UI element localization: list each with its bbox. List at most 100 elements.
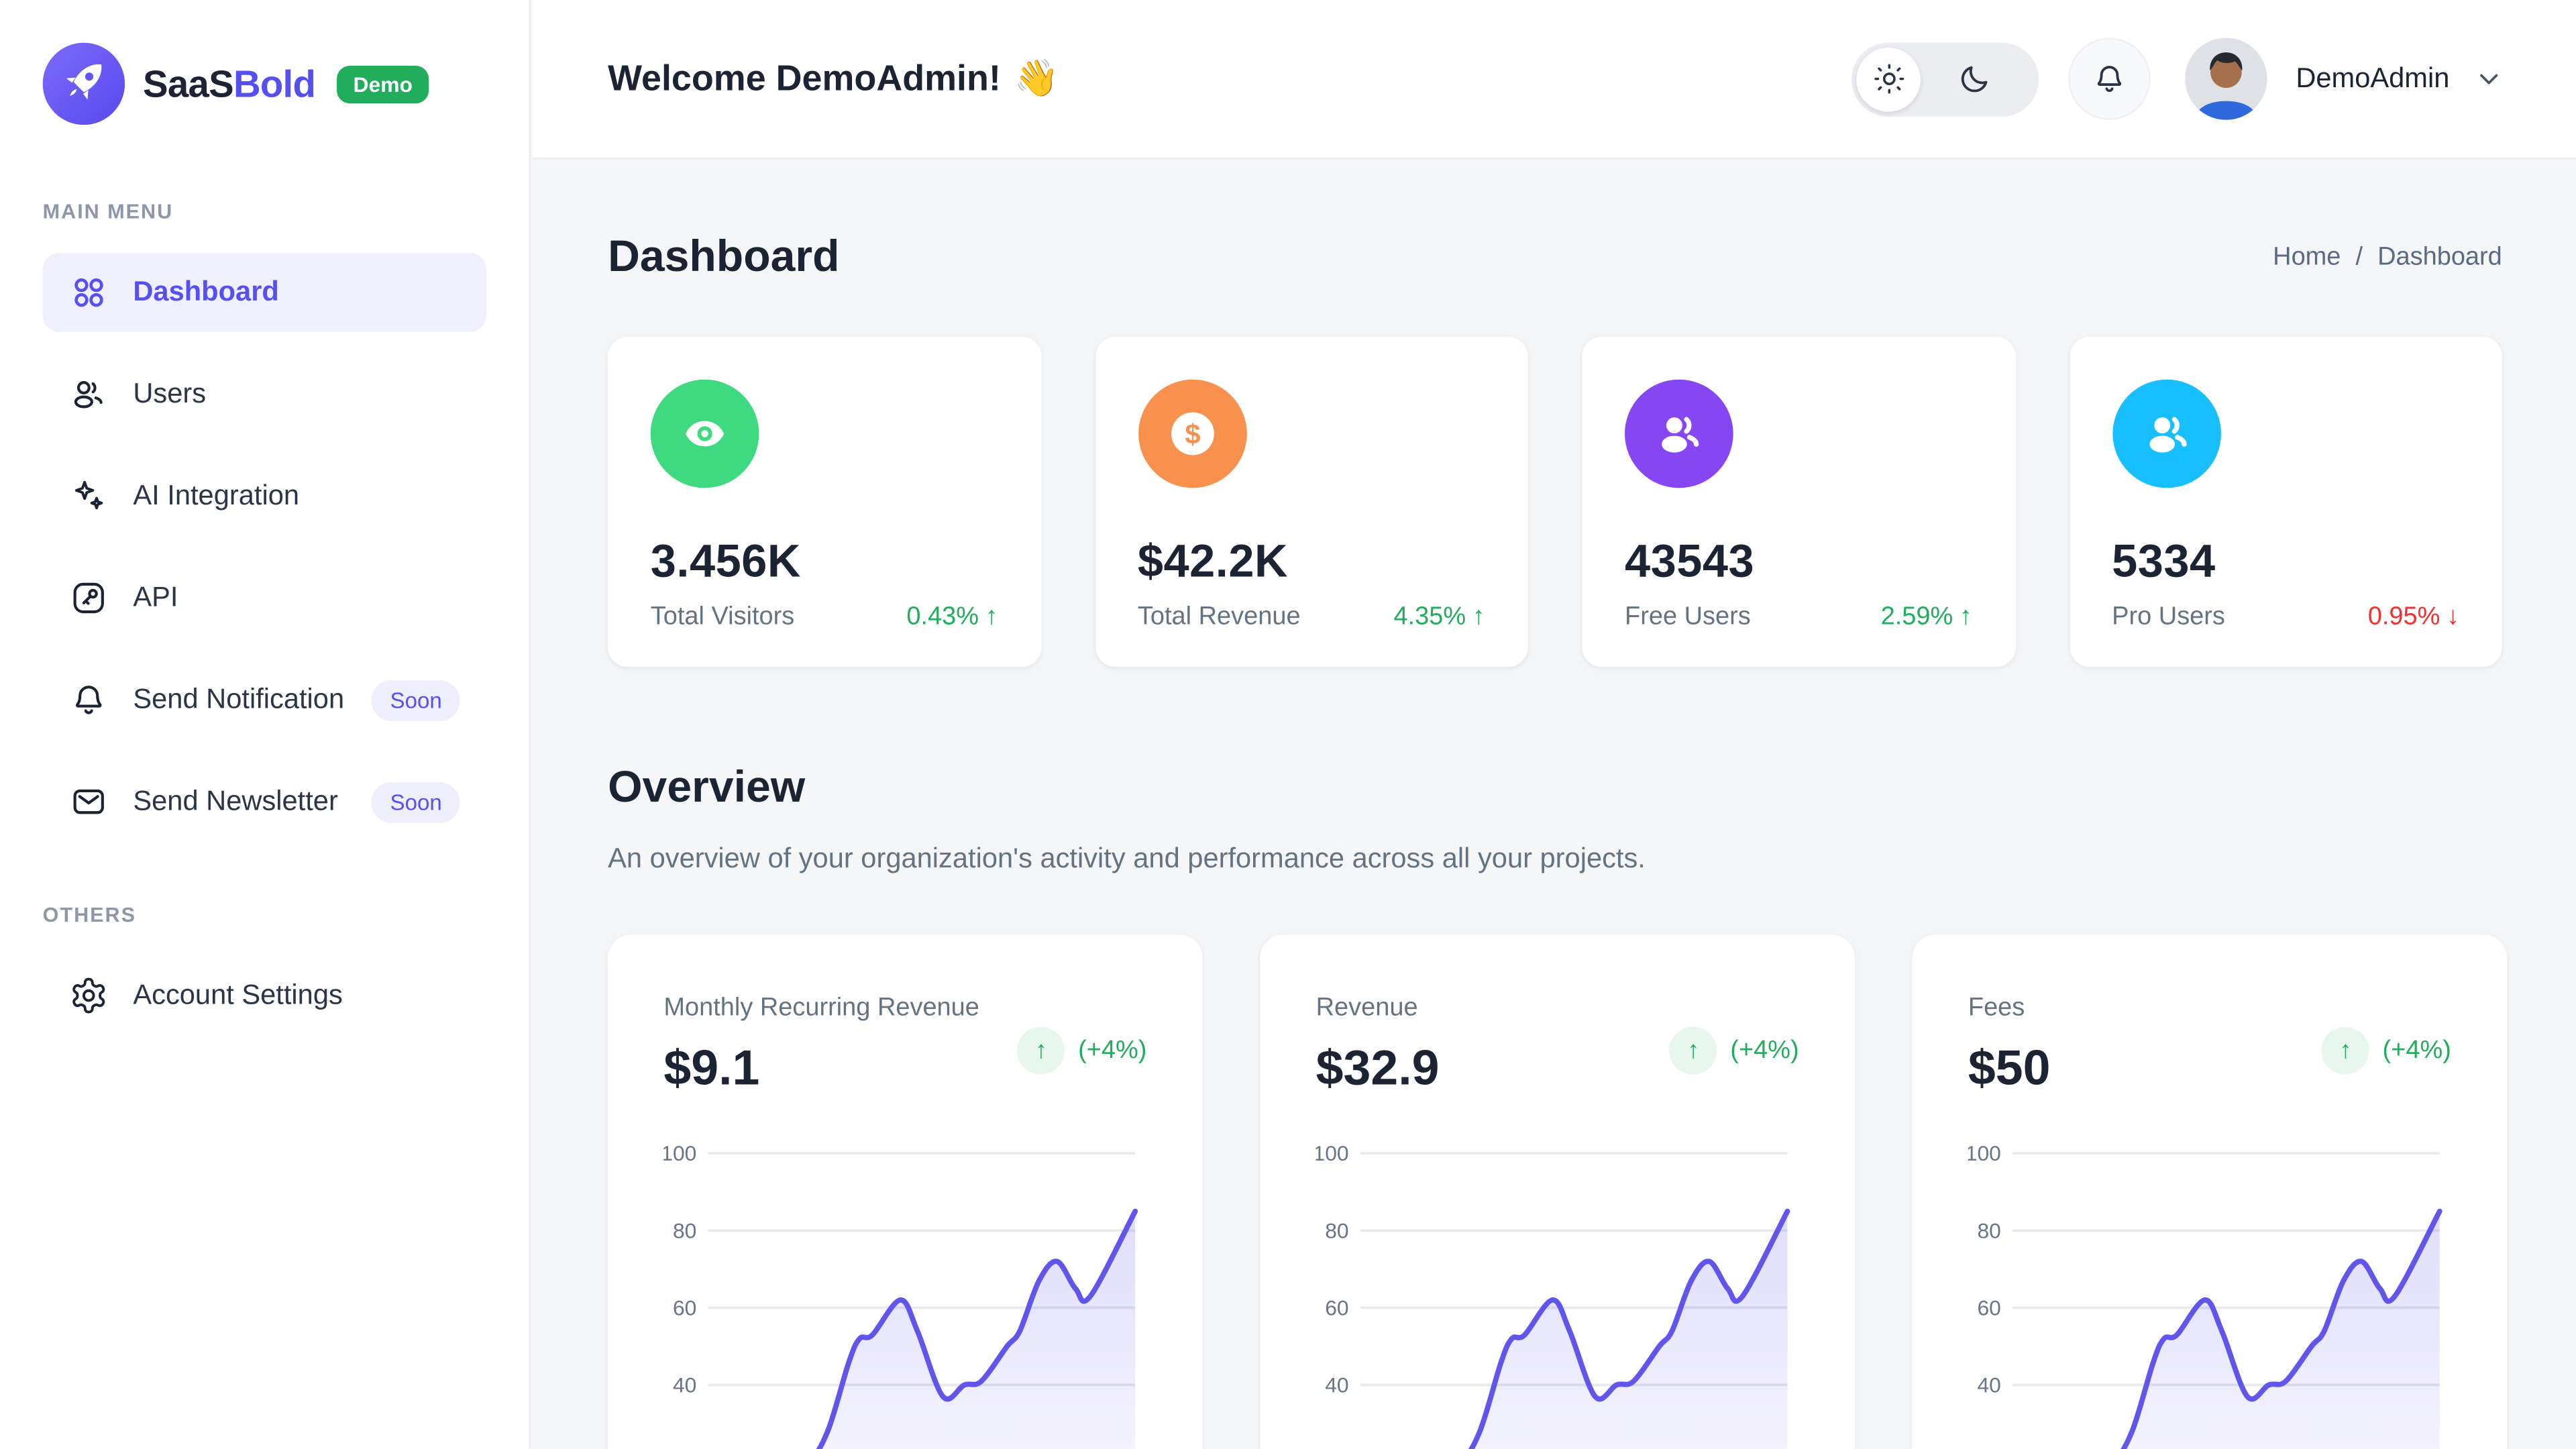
sidebar-nav: MAIN MENU Dashboard Users AI Integration…: [42, 201, 486, 1035]
bell-icon: [2092, 61, 2129, 97]
svg-text:60: 60: [673, 1295, 696, 1320]
sidebar-section: MAIN MENU Dashboard Users AI Integration…: [42, 201, 486, 841]
demo-badge: Demo: [337, 64, 429, 103]
stat-card-pro-users: 5334 Pro Users 0.95% ↓: [2069, 337, 2502, 667]
notifications-button[interactable]: [2069, 38, 2151, 120]
chevron-down-icon[interactable]: [2473, 62, 2506, 95]
soon-badge: Soon: [372, 781, 460, 822]
username[interactable]: DemoAdmin: [2296, 62, 2450, 94]
svg-text:100: 100: [1316, 1143, 1349, 1165]
chart-trend-badge: ↑ (+4%): [1669, 1026, 1799, 1075]
stat-label: Total Revenue: [1137, 602, 1301, 631]
sidebar-item-api[interactable]: API: [43, 559, 486, 638]
stat-trend: 4.35% ↑: [1393, 602, 1485, 631]
gear-icon: [69, 976, 109, 1016]
stat-value: $42.2K: [1137, 535, 1288, 587]
chart-card-monthly-recurring-revenue: Monthly Recurring Revenue $9.1 ↑ (+4%) 1…: [608, 934, 1203, 1449]
chart-trend-text: (+4%): [2382, 1036, 2451, 1064]
sidebar-item-account-settings[interactable]: Account Settings: [43, 956, 486, 1035]
stat-label: Total Visitors: [650, 602, 795, 631]
stat-card-free-users: 43543 Free Users 2.59% ↑: [1582, 337, 2015, 667]
sidebar-item-send-notification[interactable]: Send Notification Soon: [43, 660, 486, 739]
chart-card-fees: Fees $50 ↑ (+4%) 100 80 60 40: [1912, 934, 2508, 1449]
light-mode-button[interactable]: [1857, 46, 1921, 111]
sidebar-section: OTHERS Account Settings: [43, 904, 486, 1035]
brand-logo[interactable]: SaaSBold Demo: [42, 42, 486, 125]
sidebar-item-users[interactable]: Users: [43, 355, 486, 434]
up-arrow-icon: ↑: [1669, 1026, 1717, 1075]
chart-card-revenue: Revenue $32.9 ↑ (+4%) 100 80 60 40: [1260, 934, 1855, 1449]
mail-icon: [69, 782, 109, 822]
sidebar-item-dashboard[interactable]: Dashboard: [42, 253, 486, 332]
svg-text:40: 40: [673, 1373, 696, 1397]
avatar[interactable]: [2186, 38, 2268, 120]
svg-text:40: 40: [1325, 1373, 1348, 1397]
chart-trend-badge: ↑ (+4%): [2321, 1026, 2451, 1075]
stat-trend: 0.43% ↑: [906, 602, 998, 631]
svg-text:80: 80: [1977, 1218, 2000, 1242]
sun-icon: [1871, 61, 1907, 97]
topbar: Welcome DemoAdmin! 👋: [532, 0, 2576, 160]
chart-trend-badge: ↑ (+4%): [1017, 1026, 1147, 1075]
stat-label: Pro Users: [2112, 602, 2225, 631]
grid-icon: [69, 273, 109, 313]
stat-label: Free Users: [1625, 602, 1751, 631]
sidebar-items: Account Settings: [43, 956, 486, 1035]
theme-toggle[interactable]: [1852, 42, 2040, 116]
stat-card-total-revenue: $ $42.2K Total Revenue 4.35% ↑: [1095, 337, 1528, 667]
up-arrow-icon: ↑: [1017, 1026, 1065, 1075]
wave-emoji: 👋: [1014, 57, 1059, 99]
chart-title: Revenue: [1316, 994, 1418, 1022]
chart-value: $32.9: [1316, 1041, 1440, 1096]
key-icon: [69, 578, 109, 618]
main-area: Welcome DemoAdmin! 👋: [532, 0, 2576, 1449]
soon-badge: Soon: [372, 679, 460, 720]
topbar-controls: DemoAdmin: [1852, 38, 2506, 120]
people-icon: [1625, 379, 1733, 488]
svg-text:60: 60: [1325, 1295, 1348, 1320]
stat-value: 3.456K: [650, 535, 801, 587]
svg-text:100: 100: [663, 1143, 696, 1165]
page-title: Dashboard: [608, 231, 840, 281]
sidebar-item-ai-integration[interactable]: AI Integration: [43, 457, 486, 536]
page-head: Dashboard Home / Dashboard: [608, 231, 2502, 282]
eye-icon: [650, 379, 759, 488]
moon-icon: [1957, 61, 1993, 97]
stat-value: 5334: [2112, 535, 2216, 587]
chart-trend-text: (+4%): [1078, 1036, 1147, 1064]
svg-text:$: $: [1184, 419, 1199, 450]
stat-trend: 2.59% ↑: [1880, 602, 1972, 631]
svg-text:100: 100: [1968, 1143, 2001, 1165]
breadcrumb: Home / Dashboard: [2273, 242, 2502, 272]
stat-value: 43543: [1625, 535, 1755, 587]
sidebar-item-send-newsletter[interactable]: Send Newsletter Soon: [43, 762, 486, 841]
breadcrumb-separator: /: [2355, 242, 2363, 270]
dark-mode-button[interactable]: [1943, 47, 2007, 111]
chart-title: Fees: [1968, 994, 2025, 1022]
svg-text:60: 60: [1977, 1295, 2000, 1320]
chart-value: $9.1: [663, 1041, 760, 1096]
up-arrow-icon: ↑: [2321, 1026, 2369, 1075]
dollar-icon: $: [1137, 379, 1246, 488]
brand-name: SaaSBold: [143, 61, 316, 105]
svg-text:80: 80: [673, 1218, 696, 1242]
charts-row: Monthly Recurring Revenue $9.1 ↑ (+4%) 1…: [608, 934, 2508, 1449]
people-icon: [2112, 379, 2220, 488]
users-icon: [69, 374, 109, 414]
stat-card-total-visitors: 3.456K Total Visitors 0.43% ↑: [608, 337, 1041, 667]
svg-text:40: 40: [1977, 1373, 2000, 1397]
stats-row: 3.456K Total Visitors 0.43% ↑ $ $42.2K T…: [608, 337, 2502, 667]
svg-text:80: 80: [1325, 1218, 1348, 1242]
overview-title: Overview: [608, 762, 806, 812]
sidebar: SaaSBold Demo MAIN MENU Dashboard Users …: [0, 0, 531, 1449]
breadcrumb-home[interactable]: Home: [2273, 242, 2341, 270]
bell-icon: [69, 680, 109, 720]
sidebar-section-label: OTHERS: [42, 903, 136, 927]
chart-trend-text: (+4%): [1730, 1036, 1799, 1064]
overview-subtitle: An overview of your organization's activ…: [608, 843, 1646, 874]
welcome-message: Welcome DemoAdmin! 👋: [608, 58, 1059, 101]
sparkles-icon: [69, 476, 109, 516]
stat-trend: 0.95% ↓: [2367, 602, 2460, 631]
line-chart: 100 80 60 40: [663, 1143, 1146, 1449]
